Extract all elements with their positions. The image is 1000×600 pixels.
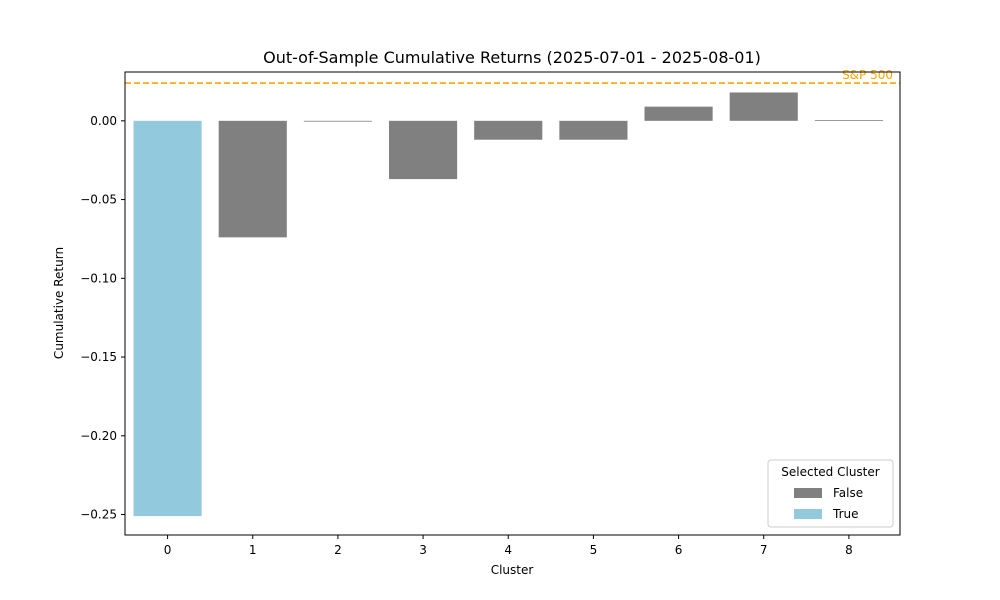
- legend-swatch-false: [794, 488, 822, 498]
- y-tick-label: −0.10: [80, 271, 117, 285]
- bar-cluster-2: [303, 120, 372, 122]
- bar-cluster-3: [389, 120, 458, 180]
- x-tick-label: 5: [590, 543, 598, 557]
- y-axis-label: Cumulative Return: [52, 247, 66, 359]
- bar-cluster-0: [133, 120, 202, 517]
- legend-label-true: True: [832, 507, 859, 521]
- y-tick-label: −0.20: [80, 429, 117, 443]
- x-tick-label: 3: [419, 543, 427, 557]
- legend-label-false: False: [833, 486, 863, 500]
- legend: Selected Cluster False True: [767, 459, 894, 528]
- y-tick-label: −0.05: [80, 193, 117, 207]
- x-tick-label: 4: [504, 543, 512, 557]
- bar-cluster-8: [814, 120, 883, 121]
- bar-cluster-6: [644, 106, 713, 121]
- bar-cluster-1: [218, 120, 287, 238]
- x-tick-label: 8: [845, 543, 853, 557]
- bar-cluster-5: [559, 120, 628, 140]
- x-tick-label: 0: [164, 543, 172, 557]
- y-tick-label: −0.15: [80, 350, 117, 364]
- y-tick-label: 0.00: [90, 114, 117, 128]
- chart-title: Out-of-Sample Cumulative Returns (2025-0…: [263, 48, 761, 67]
- y-tick-label: −0.25: [80, 508, 117, 522]
- sp500-reference-label: S&P 500: [842, 68, 893, 82]
- plot-area: S&P 500 0.00 −0.05 −0.10 −0.15 −0.20 −0.25 0 1 2 3…: [80, 68, 901, 557]
- x-tick-label: 1: [249, 543, 257, 557]
- legend-title: Selected Cluster: [781, 465, 879, 479]
- x-axis-label: Cluster: [491, 563, 534, 577]
- x-tick-label: 2: [334, 543, 342, 557]
- plot-frame: [124, 71, 901, 536]
- x-tick-label: 7: [760, 543, 768, 557]
- legend-swatch-true: [794, 509, 822, 519]
- bar-cluster-7: [729, 92, 798, 121]
- bar-cluster-4: [474, 120, 543, 140]
- x-tick-label: 6: [675, 543, 683, 557]
